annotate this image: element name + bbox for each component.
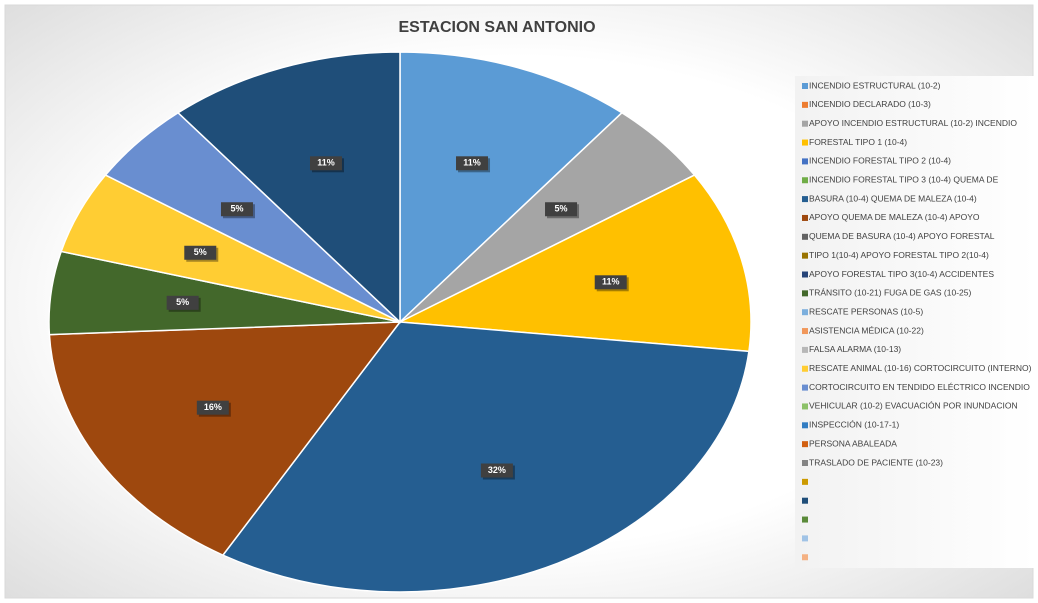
legend-label: INCENDIO FORESTAL TIPO 3 (10-4) QUEMA DE bbox=[809, 175, 999, 185]
legend-label: ASISTENCIA MÉDICA (10-22) bbox=[809, 325, 924, 335]
legend-swatch bbox=[802, 233, 808, 240]
legend-swatch bbox=[802, 139, 808, 146]
legend-label: QUEMA DE BASURA (10-4) APOYO FORESTAL bbox=[809, 231, 995, 241]
legend-label: TIPO 1(10-4) APOYO FORESTAL TIPO 2(10-4) bbox=[809, 250, 989, 260]
legend-swatch bbox=[802, 535, 808, 542]
pie-slice bbox=[48, 321, 402, 557]
legend-swatch bbox=[802, 120, 808, 127]
data-label: 11% bbox=[317, 158, 335, 168]
legend-swatch bbox=[802, 196, 808, 203]
legend-label: PERSONA ABALEADA bbox=[809, 438, 897, 448]
data-label-box bbox=[480, 463, 513, 478]
legend-swatch bbox=[802, 460, 808, 466]
legend-label: INSPECCIÓN (10-17-1) bbox=[809, 420, 899, 430]
legend-swatch bbox=[802, 478, 808, 485]
legend-label: APOYO FORESTAL TIPO 3(10-4) ACCIDENTES bbox=[809, 269, 994, 279]
data-label-box bbox=[309, 156, 342, 171]
legend-swatch bbox=[802, 365, 808, 372]
pie-slice bbox=[176, 51, 401, 324]
legend-label: CORTOCIRCUITO EN TENDIDO ELÉCTRICO INCEN… bbox=[809, 382, 1030, 392]
legend-box bbox=[795, 76, 1035, 568]
legend-swatch bbox=[802, 384, 808, 391]
legend-label: VEHICULAR (10-2) EVACUACIÓN POR INUNDACI… bbox=[809, 401, 1018, 411]
data-label: 5% bbox=[230, 204, 243, 214]
data-label-box bbox=[166, 295, 199, 310]
data-label-box bbox=[545, 202, 578, 217]
legend-label: FORESTAL TIPO 1 (10-4) bbox=[809, 137, 907, 147]
data-label-box bbox=[456, 156, 489, 171]
data-label-box bbox=[184, 245, 217, 260]
legend-swatch bbox=[802, 554, 808, 561]
legend-swatch bbox=[802, 403, 808, 410]
pie-slice bbox=[221, 321, 750, 593]
legend-label: FALSA ALARMA (10-13) bbox=[809, 344, 901, 354]
legend-label: APOYO INCENDIO ESTRUCTURAL (10-2) INCEND… bbox=[809, 118, 1017, 128]
data-label: 11% bbox=[602, 277, 620, 287]
data-label: 5% bbox=[555, 204, 568, 214]
data-label-box bbox=[594, 275, 627, 290]
pie-slice bbox=[397, 174, 752, 353]
legend-swatch bbox=[802, 516, 808, 523]
legend-swatch bbox=[802, 252, 808, 259]
legend-swatch bbox=[802, 309, 808, 316]
legend-label: INCENDIO ESTRUCTURAL (10-2) bbox=[809, 80, 941, 90]
legend-swatch bbox=[802, 177, 808, 184]
legend-swatch bbox=[802, 328, 808, 335]
data-label: 5% bbox=[194, 247, 207, 257]
legend-label: APOYO QUEMA DE MALEZA (10-4) APOYO bbox=[809, 212, 980, 222]
legend-label: INCENDIO DECLARADO (10-3) bbox=[809, 99, 931, 109]
legend-swatch bbox=[802, 158, 808, 165]
legend-label: INCENDIO FORESTAL TIPO 2 (10-4) bbox=[809, 156, 951, 166]
legend-swatch bbox=[802, 83, 808, 89]
legend-swatch bbox=[802, 497, 808, 504]
legend-label: TRASLADO DE PACIENTE (10-23) bbox=[809, 457, 943, 467]
legend-swatch bbox=[802, 346, 808, 353]
legend-swatch bbox=[802, 290, 808, 297]
data-label-box bbox=[220, 202, 253, 217]
legend-swatch bbox=[802, 422, 808, 429]
legend-swatch bbox=[802, 271, 808, 278]
legend-swatch bbox=[802, 214, 808, 221]
legend-label: RESCATE PERSONAS (10-5) bbox=[809, 306, 923, 316]
data-label-box bbox=[196, 400, 229, 415]
chart-title: ESTACION SAN ANTONIO bbox=[398, 19, 595, 36]
data-label: 5% bbox=[176, 297, 189, 307]
legend-swatch bbox=[802, 441, 808, 448]
pie-slice bbox=[399, 51, 624, 324]
data-label: 11% bbox=[463, 158, 481, 168]
data-label: 16% bbox=[204, 402, 222, 412]
legend-label: TRÁNSITO (10-21) FUGA DE GAS (10-25) bbox=[809, 288, 971, 298]
legend-swatch bbox=[802, 101, 808, 108]
legend-label: RESCATE ANIMAL (10-16) CORTOCIRCUITO (IN… bbox=[809, 363, 1032, 373]
legend-label: BASURA (10-4) QUEMA DE MALEZA (10-4) bbox=[809, 193, 977, 203]
data-label: 32% bbox=[488, 465, 506, 475]
